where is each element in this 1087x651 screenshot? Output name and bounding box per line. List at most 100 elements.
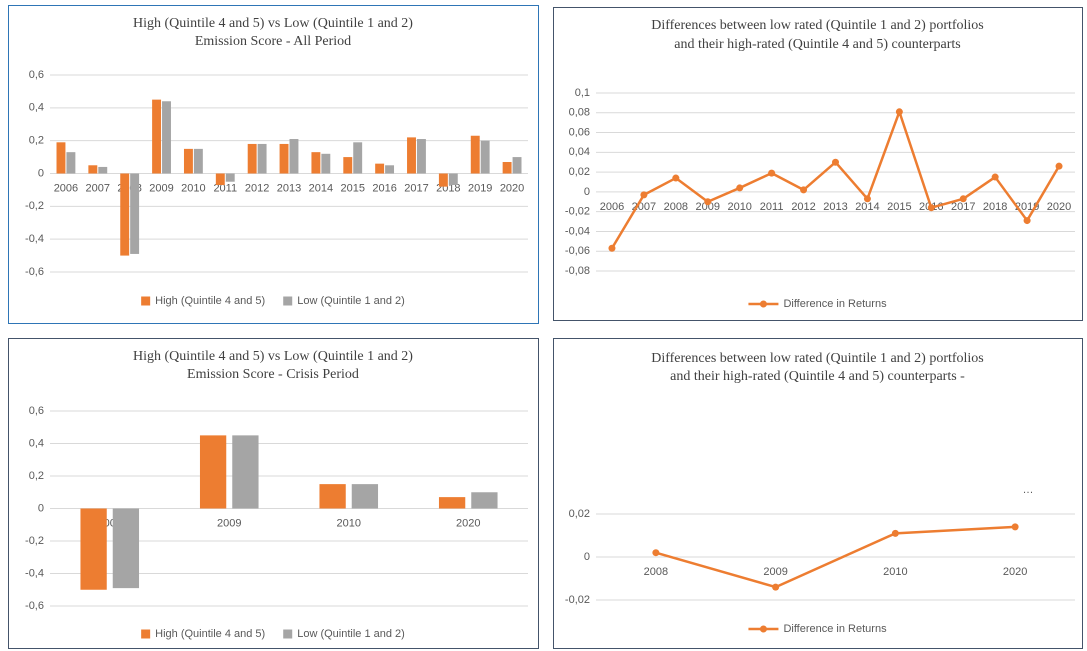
y-tick-label: -0,6 — [25, 266, 44, 278]
bar — [257, 143, 267, 174]
x-tick-label: 2015 — [340, 182, 364, 194]
marker — [895, 108, 903, 116]
legend-swatch — [141, 296, 151, 306]
y-tick-label: 0,1 — [575, 87, 590, 99]
chart-frame — [8, 338, 539, 649]
marker — [959, 195, 967, 203]
y-tick-label: 0 — [38, 502, 44, 514]
y-tick-label: -0,08 — [565, 265, 590, 277]
chart-title: Differences between low rated (Quintile … — [651, 18, 984, 33]
legend-label: Difference in Returns — [783, 623, 887, 635]
marker — [608, 244, 616, 252]
bar — [56, 142, 66, 174]
bar — [193, 148, 203, 174]
bar — [448, 173, 458, 185]
x-tick-label: 2020 — [456, 517, 480, 529]
bar — [438, 497, 466, 509]
bar — [199, 435, 227, 509]
x-tick-label: 2006 — [54, 182, 78, 194]
x-tick-label: 2009 — [217, 517, 241, 529]
marker — [652, 549, 660, 557]
bar — [66, 152, 76, 174]
chart-frame — [553, 7, 1083, 321]
y-tick-label: 0,02 — [569, 166, 590, 178]
y-tick-label: 0,06 — [569, 126, 590, 138]
x-tick-label: 2007 — [86, 182, 110, 194]
chart-title: High (Quintile 4 and 5) vs Low (Quintile… — [133, 16, 413, 31]
bar — [416, 139, 426, 174]
legend-label: High (Quintile 4 and 5) — [155, 295, 265, 307]
x-tick-label: 2012 — [791, 201, 815, 213]
bar — [279, 143, 289, 174]
y-tick-label: 0,08 — [569, 107, 590, 119]
y-tick-label: 0,2 — [29, 135, 44, 147]
marker — [736, 184, 744, 192]
chart-frame — [553, 338, 1083, 649]
x-tick-label: 2012 — [245, 182, 269, 194]
bar — [375, 163, 385, 174]
line — [655, 525, 1016, 589]
chart-frame — [8, 5, 539, 324]
legend-swatch — [283, 629, 293, 639]
y-tick-label: 0 — [38, 167, 44, 179]
bar — [512, 157, 522, 174]
x-tick-label: 2009 — [696, 201, 720, 213]
x-tick-label: 2010 — [727, 201, 751, 213]
marker — [768, 169, 776, 177]
y-tick-label: -0,4 — [25, 233, 44, 245]
bar — [98, 166, 108, 174]
marker — [672, 174, 680, 182]
x-tick-label: 2011 — [760, 201, 784, 213]
marker — [704, 198, 712, 206]
bar — [353, 142, 363, 174]
bar — [471, 492, 498, 509]
y-tick-label: 0,04 — [569, 146, 590, 158]
x-tick-label: 2018 — [983, 201, 1007, 213]
x-tick-label: 2017 — [404, 182, 428, 194]
marker — [991, 173, 999, 181]
x-tick-label: 2013 — [277, 182, 301, 194]
x-tick-label: 2015 — [887, 201, 911, 213]
marker — [832, 158, 839, 166]
bar — [385, 165, 395, 174]
chart-title: Emission Score - All Period — [195, 34, 351, 49]
bar — [351, 484, 379, 509]
bar — [311, 152, 321, 174]
marker — [1011, 523, 1019, 531]
bar — [343, 157, 353, 174]
y-tick-label: -0,2 — [25, 200, 44, 212]
bar — [120, 173, 130, 256]
bar — [88, 165, 98, 174]
y-tick-label: 0,6 — [29, 69, 44, 81]
bar — [80, 508, 107, 590]
y-tick-label: -0,02 — [565, 206, 590, 218]
y-tick-label: 0,02 — [569, 508, 590, 520]
bar — [215, 173, 225, 185]
legend-swatch — [283, 296, 293, 306]
marker — [800, 186, 808, 194]
legend-swatch — [141, 629, 151, 639]
bar — [438, 173, 448, 187]
x-tick-label: 2006 — [600, 201, 624, 213]
chart-title: High (Quintile 4 and 5) vs Low (Quintile… — [133, 349, 413, 364]
legend-marker — [759, 625, 767, 633]
chart-title: Emission Score - Crisis Period — [187, 367, 359, 382]
y-tick-label: -0,2 — [25, 535, 44, 547]
marker — [1055, 162, 1063, 170]
chart-title: and their high-rated (Quintile 4 and 5) … — [674, 37, 961, 52]
bar — [502, 162, 512, 174]
y-tick-label: 0,4 — [29, 437, 44, 449]
y-tick-label: -0,04 — [565, 225, 590, 237]
marker — [772, 583, 780, 591]
marker — [891, 529, 899, 537]
y-tick-label: -0,4 — [25, 567, 44, 579]
legend-marker — [759, 300, 767, 308]
legend-label: Difference in Returns — [783, 298, 887, 310]
x-tick-label: 2011 — [213, 182, 237, 194]
x-tick-label: 2009 — [149, 182, 173, 194]
x-tick-label: 2019 — [468, 182, 492, 194]
marker — [640, 191, 648, 199]
x-tick-label: 2017 — [951, 201, 975, 213]
x-tick-label: 2008 — [664, 201, 688, 213]
